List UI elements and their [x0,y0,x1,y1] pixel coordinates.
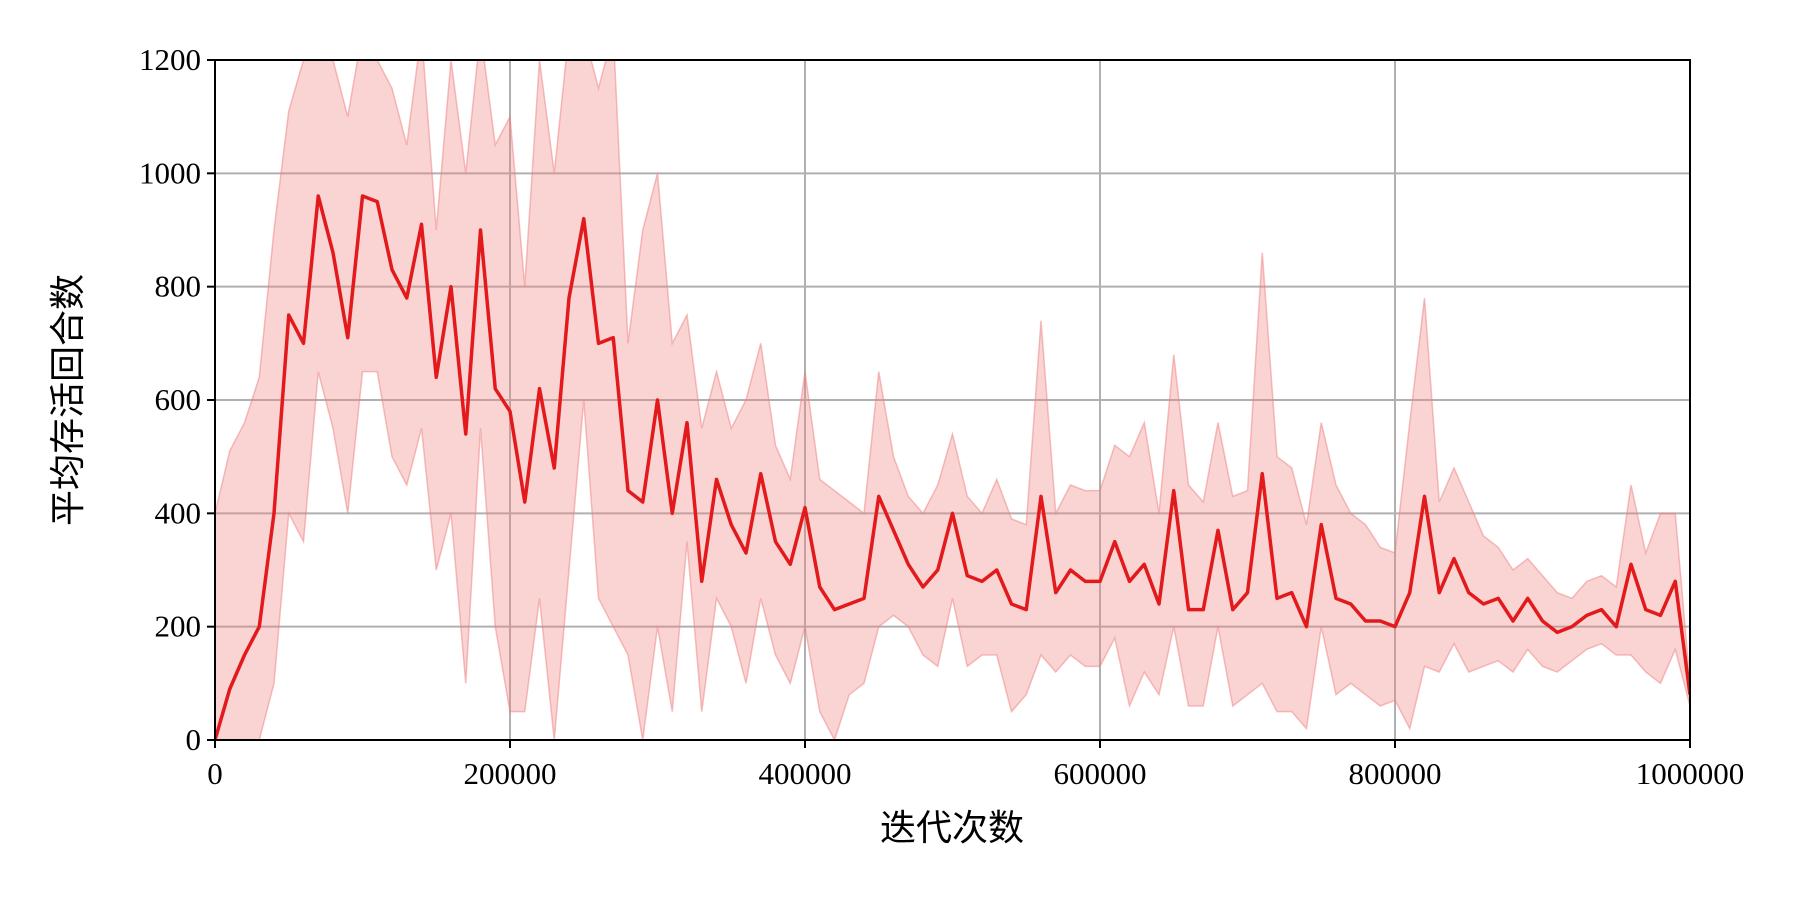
x-tick-label: 200000 [464,756,557,791]
x-tick-label: 400000 [759,756,852,791]
y-tick-label: 1000 [139,155,201,190]
x-tick-label: 0 [207,756,223,791]
x-tick-label: 600000 [1054,756,1147,791]
y-tick-label: 0 [186,722,202,757]
mean-line [215,194,1690,740]
y-tick-label: 800 [155,269,202,304]
band [215,60,1690,740]
x-tick-label: 800000 [1349,756,1442,791]
y-tick-label: 600 [155,382,202,417]
y-tick-label: 1200 [139,42,201,77]
y-tick-label: 200 [155,609,202,644]
y-tick-label: 400 [155,495,202,530]
x-tick-label: 1000000 [1636,756,1745,791]
y-axis-label: 平均存活回合数 [48,274,88,526]
plot-area [215,60,1690,740]
x-axis-label: 迭代次数 [880,808,1024,848]
ticks: 0 200 400 600 800 1000 1200 0 200000 400000 600000… [139,42,1744,791]
